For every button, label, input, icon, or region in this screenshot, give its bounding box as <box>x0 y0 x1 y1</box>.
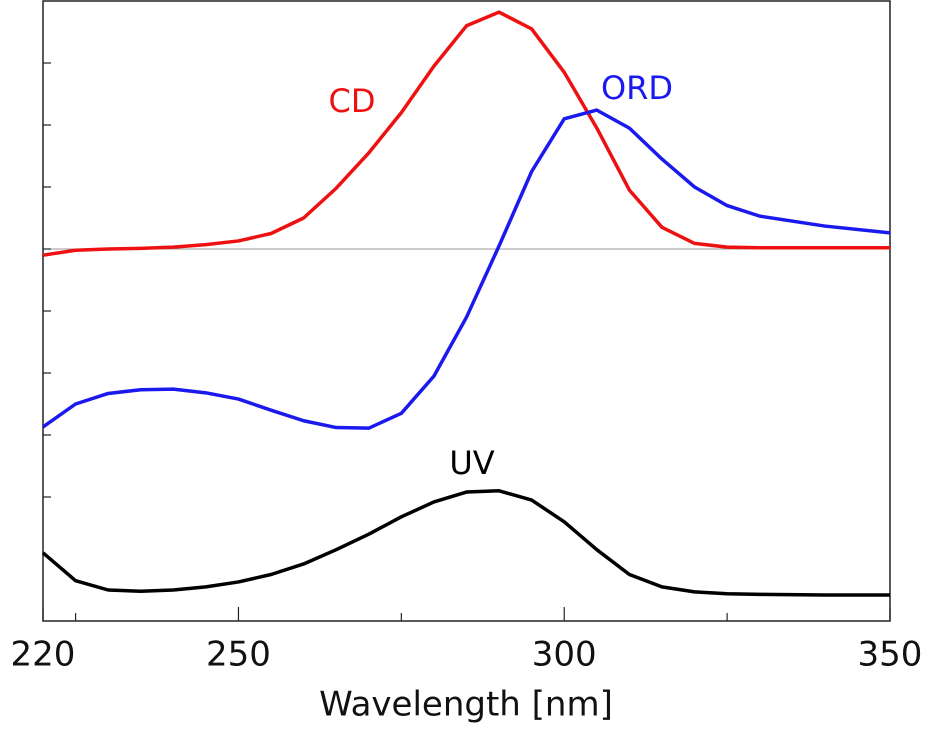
x-tick-label: 220 <box>11 635 76 675</box>
series-line <box>41 489 890 597</box>
x-tick-label: 300 <box>532 635 597 675</box>
x-tick-label: 350 <box>858 635 923 675</box>
series-label: ORD <box>601 69 673 107</box>
series-label: CD <box>329 82 376 120</box>
x-tick-label: 250 <box>206 635 271 675</box>
series-label: UV <box>449 444 494 482</box>
x-axis-label: Wavelength [nm] <box>319 685 613 725</box>
plot-frame <box>42 0 891 622</box>
series-line <box>42 10 890 257</box>
series-line <box>41 108 891 430</box>
